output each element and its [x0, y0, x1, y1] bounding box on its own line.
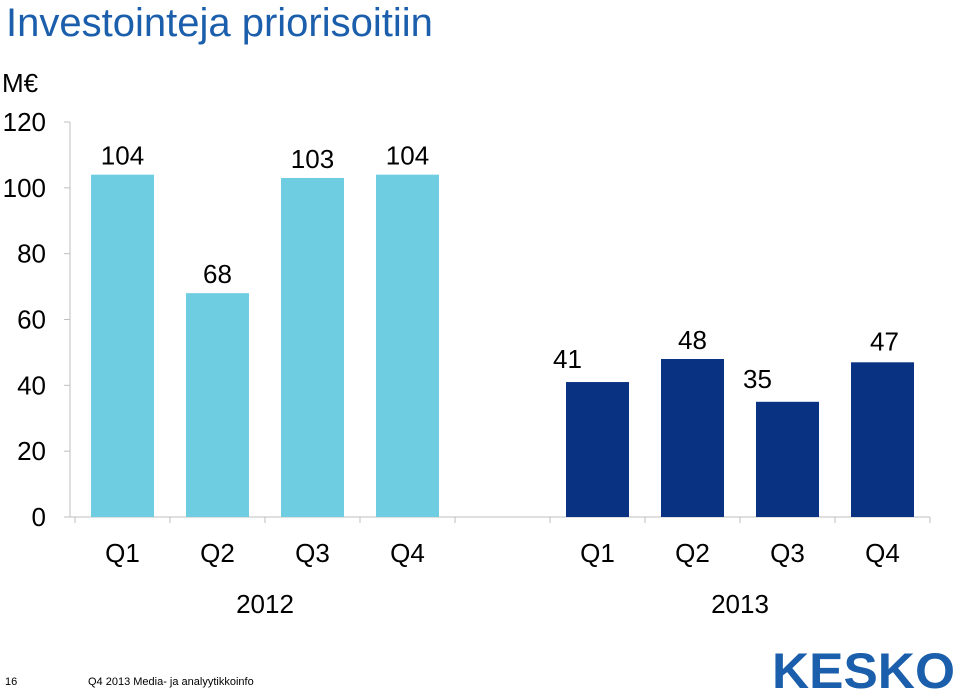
x-tick-label: Q1 [105, 538, 140, 568]
bar-chart: 0 20 40 60 80 100 120 M€ 104 Q1 68 Q2 103 Q3 104 Q4 2012… [2, 68, 931, 619]
svg-text:KESKO: KESKO [772, 646, 955, 692]
y-axis-label: M€ [2, 68, 39, 98]
y-tick-label: 20 [17, 436, 46, 466]
bar [281, 177, 344, 518]
y-tick-label: 120 [3, 107, 46, 137]
bar [851, 362, 914, 517]
x-tick-label: Q4 [390, 538, 425, 568]
x-tick-label: Q4 [865, 538, 900, 568]
y-tick-label: 0 [32, 502, 46, 532]
group-label: 2013 [711, 589, 769, 619]
footer-page-number: 16 [5, 676, 18, 688]
x-tick-label: Q3 [295, 538, 330, 568]
kesko-logo: KESKO [772, 646, 955, 692]
x-tick-label: Q2 [675, 538, 710, 568]
data-label: 104 [101, 141, 144, 171]
data-label: 48 [678, 325, 707, 355]
data-label: 47 [870, 326, 899, 356]
data-label: 41 [553, 344, 582, 374]
group-label: 2012 [236, 589, 294, 619]
bar [91, 174, 154, 517]
x-tick-label: Q3 [770, 538, 805, 568]
bar [756, 401, 819, 517]
page-title: Investointeja priorisoitiin [6, 1, 433, 45]
x-tick-label: Q2 [200, 538, 235, 568]
y-tick-label: 60 [17, 305, 46, 335]
y-tick-label: 100 [3, 173, 46, 203]
footer-text: Q4 2013 Media- ja analyytikkoinfo [88, 676, 254, 688]
y-tick-label: 40 [17, 370, 46, 400]
data-label: 35 [743, 364, 772, 394]
y-tick-label: 80 [17, 239, 46, 269]
bar [376, 174, 439, 517]
bar [661, 359, 724, 517]
data-label: 104 [386, 141, 429, 171]
data-label: 68 [203, 259, 232, 289]
x-tick-label: Q1 [580, 538, 615, 568]
bar [186, 293, 249, 517]
data-label: 103 [291, 144, 334, 174]
bar [566, 382, 629, 517]
